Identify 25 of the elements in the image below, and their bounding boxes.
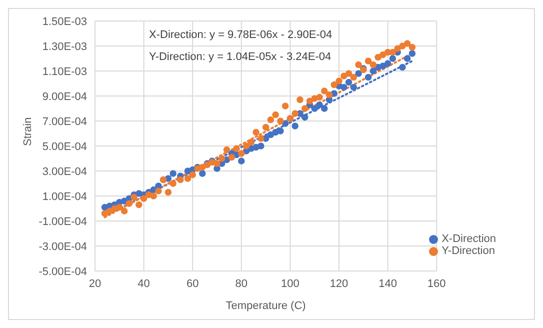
y-tick-label: -5.00E-04 [38, 266, 87, 278]
y-tick-label: 5.00E-04 [42, 140, 87, 153]
y-tick-label: -1.00E-04 [38, 216, 87, 228]
y-tick-label: 1.30E-03 [42, 40, 87, 53]
x-tick-label: 40 [138, 278, 150, 290]
x-tick-label: 140 [378, 278, 397, 290]
y-tick-label: 7.00E-04 [42, 116, 87, 128]
x-tick-label: 80 [235, 278, 248, 290]
x-tick-label: 120 [330, 278, 348, 290]
y-tick-label: 1.50E-03 [42, 16, 87, 28]
y-tick-label: -3.00E-04 [38, 240, 87, 253]
y-tick-label: 9.00E-04 [42, 90, 87, 103]
y-axis-title: Strain [22, 117, 34, 146]
legend-label: Y-Direction [442, 245, 495, 257]
x-tick-label: 100 [281, 278, 300, 290]
x-axis-title: Temperature (C) [226, 300, 306, 312]
annotation: Y-Direction: y = 1.04E-05x - 3.24E-04 [149, 51, 332, 63]
x-tick-label: 160 [427, 278, 446, 290]
x-tick-label: 20 [88, 278, 102, 290]
x-tick-label: 60 [186, 278, 199, 290]
legend-label: X-Direction [442, 233, 496, 245]
y-tick-label: 1.00E-04 [42, 190, 87, 203]
y-tick-label: 3.00E-04 [42, 166, 87, 178]
annotation: X-Direction: y = 9.78E-06x - 2.90E-04 [149, 29, 332, 41]
y-tick-label: 1.10E-03 [42, 66, 87, 78]
